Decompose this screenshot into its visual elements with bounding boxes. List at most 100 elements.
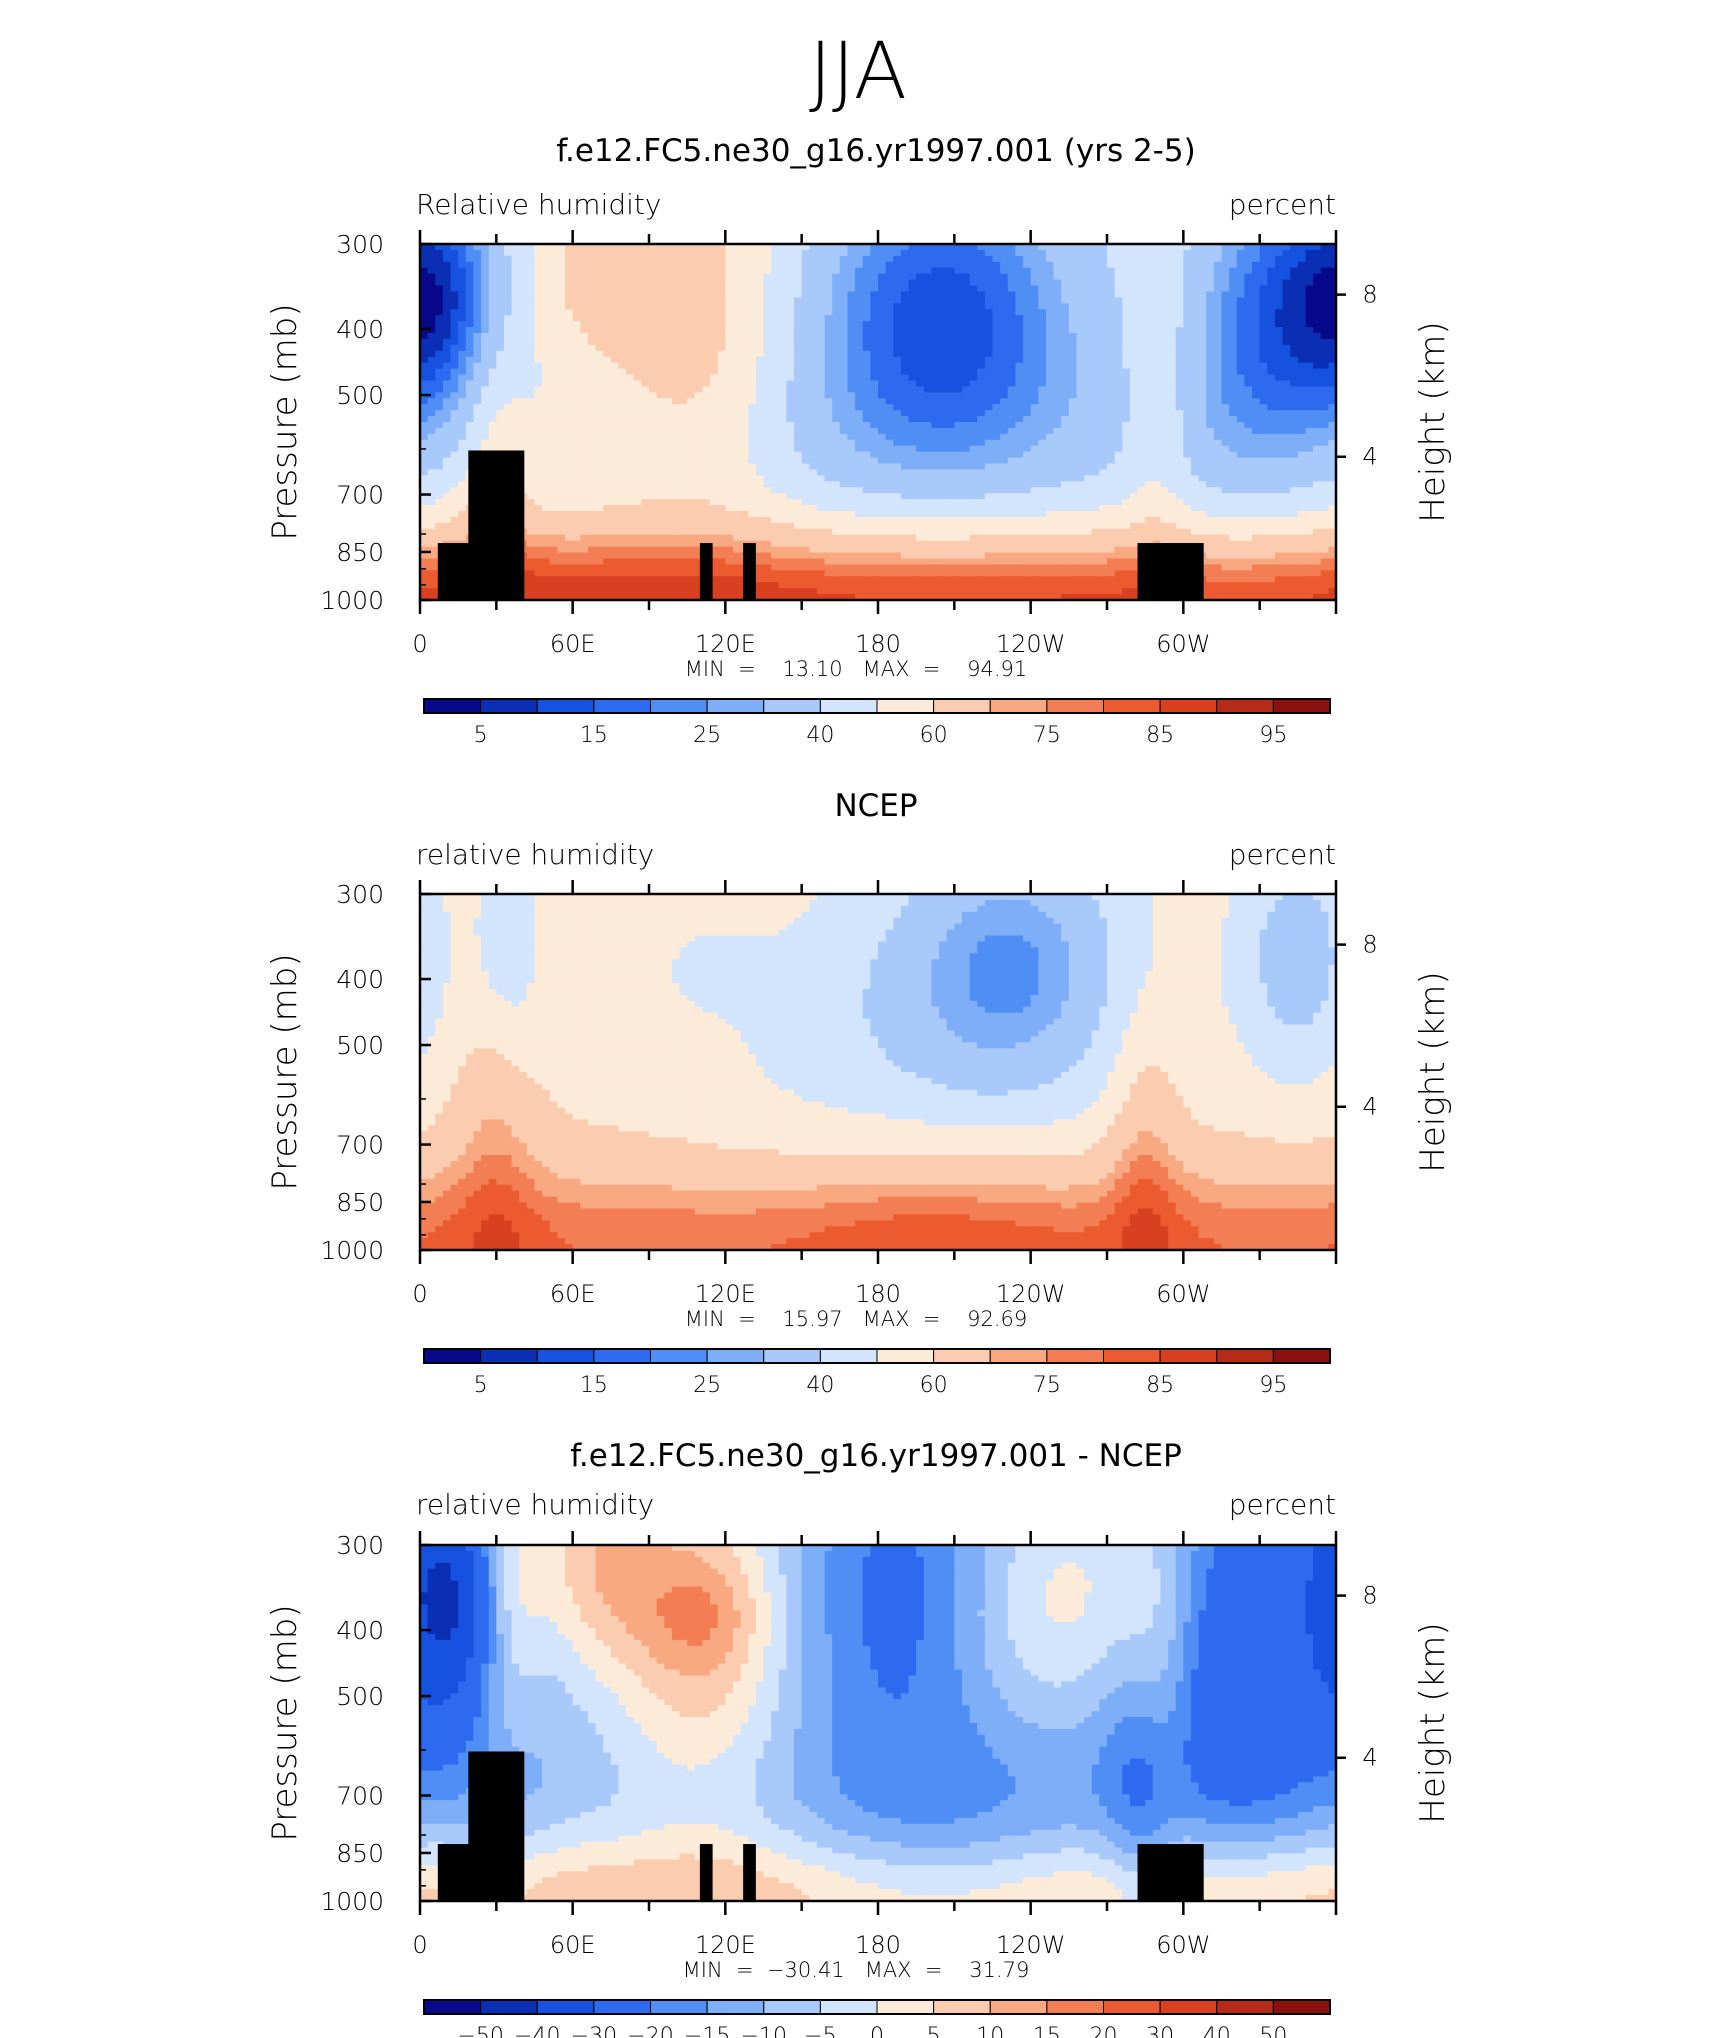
contour-cell — [778, 451, 787, 459]
contour-cell — [1099, 416, 1108, 423]
contour-cell — [633, 451, 642, 459]
contour-cell — [1206, 303, 1215, 310]
contour-cell — [1274, 469, 1284, 476]
contour-cell — [549, 445, 558, 453]
contour-cell — [549, 267, 558, 275]
contour-cell — [1236, 404, 1245, 411]
contour-cell — [1267, 398, 1276, 405]
contour-cell — [1000, 273, 1009, 281]
contour-cell — [1297, 368, 1307, 376]
contour-cell — [992, 315, 1001, 322]
contour-cell — [420, 315, 429, 322]
contour-cell — [481, 350, 490, 358]
contour-cell — [1168, 261, 1177, 269]
contour-cell — [580, 249, 589, 257]
contour-cell — [450, 303, 459, 310]
contour-cell — [542, 261, 551, 269]
contour-cell — [1122, 303, 1131, 310]
contour-cell — [725, 333, 734, 340]
contour-cell — [1313, 422, 1322, 429]
contour-cell — [511, 380, 520, 387]
contour-cell — [1190, 255, 1200, 263]
contour-cell — [1183, 433, 1192, 441]
contour-cell — [694, 333, 704, 340]
contour-cell — [656, 315, 665, 322]
contour-cell — [1152, 362, 1162, 370]
contour-cell — [649, 386, 658, 393]
contour-cell — [923, 463, 933, 471]
contour-cell — [580, 267, 589, 275]
contour-cell — [977, 374, 986, 382]
contour-cell — [794, 249, 803, 257]
contour-cell — [931, 392, 940, 399]
contour-cell — [885, 344, 894, 352]
contour-cell — [1114, 416, 1123, 423]
contour-cell — [1084, 404, 1093, 411]
contour-cell — [931, 398, 940, 405]
contour-cell — [755, 469, 765, 476]
contour-cell — [984, 315, 994, 322]
contour-cell — [1152, 404, 1162, 411]
contour-cell — [1007, 344, 1016, 352]
contour-cell — [1015, 368, 1024, 376]
contour-cell — [587, 338, 597, 346]
contour-cell — [1152, 457, 1162, 465]
contour-cell — [1137, 433, 1146, 441]
contour-cell — [687, 380, 696, 387]
contour-cell — [1313, 297, 1322, 304]
contour-cell — [557, 481, 566, 488]
contour-cell — [1206, 392, 1215, 399]
contour-cell — [1114, 457, 1123, 465]
contour-cell — [1320, 416, 1329, 423]
contour-cell — [511, 338, 520, 346]
contour-cell — [908, 255, 917, 263]
contour-cell — [1076, 422, 1085, 429]
contour-cell — [1030, 255, 1039, 263]
contour-cell — [992, 422, 1001, 429]
contour-cell — [725, 244, 734, 251]
contour-cell — [1297, 410, 1307, 417]
contour-cell — [816, 427, 826, 435]
contour-cell — [878, 386, 887, 393]
contour-cell — [1000, 285, 1009, 293]
contour-cell — [641, 327, 650, 334]
contour-cell — [557, 315, 566, 322]
contour-cell — [595, 327, 604, 334]
contour-cell — [763, 356, 772, 364]
contour-cell — [1030, 481, 1039, 488]
contour-cell — [442, 368, 452, 376]
contour-cell — [610, 255, 620, 263]
contour-cell — [427, 380, 436, 387]
contour-cell — [1328, 344, 1336, 352]
contour-cell — [1282, 273, 1291, 281]
contour-cell — [1099, 291, 1108, 298]
contour-cell — [710, 350, 719, 358]
contour-cell — [992, 368, 1001, 376]
contour-cell — [511, 321, 520, 328]
contour-cell — [1175, 267, 1184, 275]
contour-cell — [725, 422, 734, 429]
contour-cell — [519, 427, 528, 435]
contour-cell — [801, 398, 810, 405]
contour-cell — [954, 285, 963, 293]
contour-cell — [1076, 416, 1085, 423]
contour-cell — [969, 303, 978, 310]
contour-cell — [725, 303, 734, 310]
contour-cell — [870, 249, 879, 257]
contour-cell — [534, 439, 543, 447]
contour-cell — [847, 386, 856, 393]
contour-cell — [1274, 398, 1284, 405]
contour-cell — [839, 416, 849, 423]
contour-cell — [694, 445, 704, 453]
contour-cell — [1145, 291, 1154, 298]
contour-cell — [549, 309, 558, 316]
contour-cell — [519, 362, 528, 370]
contour-cell — [420, 303, 429, 310]
contour-cell — [839, 392, 849, 399]
contour-cell — [900, 422, 910, 429]
contour-cell — [679, 392, 688, 399]
contour-cell — [855, 439, 864, 447]
contour-cell — [618, 333, 627, 340]
contour-cell — [534, 392, 543, 399]
contour-cell — [542, 273, 551, 281]
